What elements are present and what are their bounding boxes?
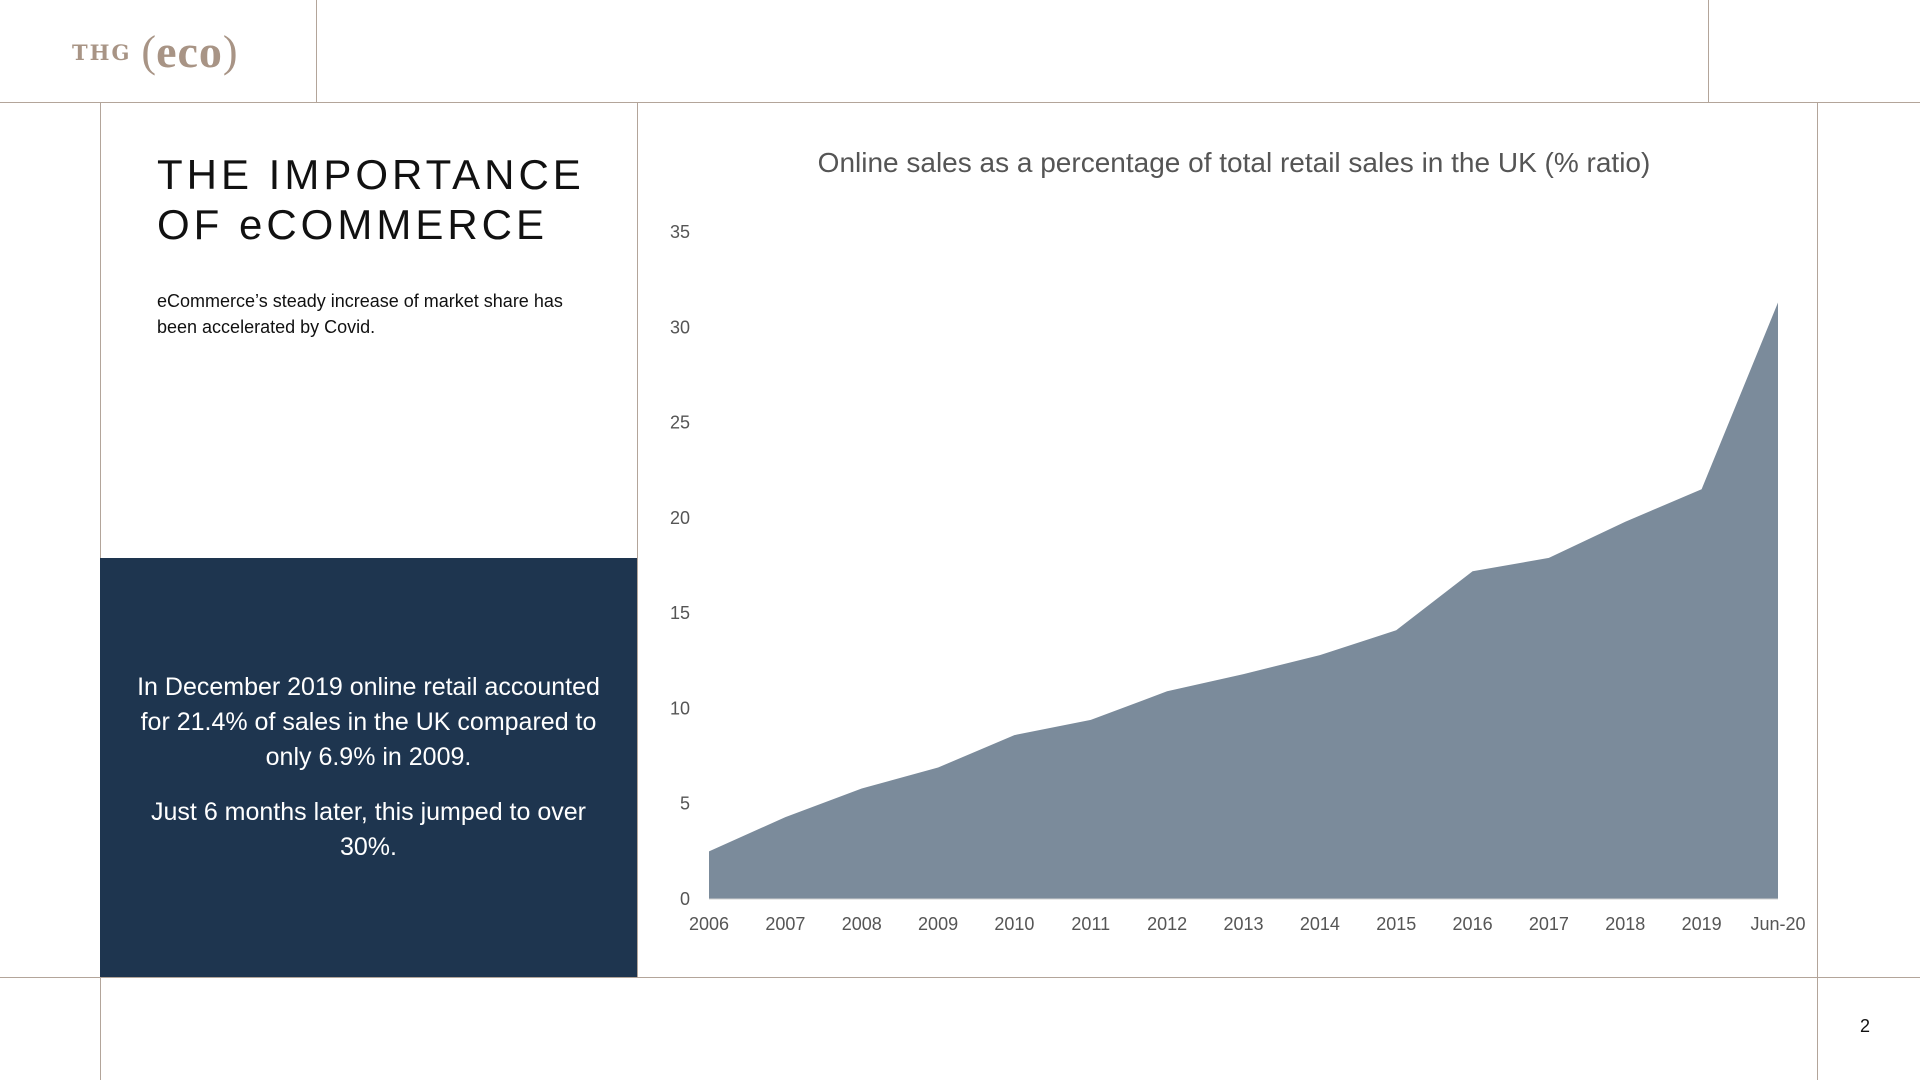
x-tick-label-14: Jun-20	[1750, 914, 1805, 934]
callout-box: In December 2019 online retail accounted…	[100, 558, 637, 977]
page-title-line-2: OF eCOMMERCE	[157, 201, 549, 248]
callout-paragraph-1: In December 2019 online retail accounted…	[137, 673, 600, 771]
x-tick-label-12: 2018	[1605, 914, 1645, 934]
y-tick-label-5: 25	[670, 413, 690, 433]
x-tick-label-9: 2015	[1376, 914, 1416, 934]
chart-title: Online sales as a percentage of total re…	[818, 147, 1651, 178]
logo-brand: THG	[72, 39, 132, 65]
page-title-line-1: THE IMPORTANCE	[157, 151, 585, 198]
x-tick-label-10: 2016	[1453, 914, 1493, 934]
frame-rule-bottom	[0, 977, 1920, 978]
frame-rule-center	[637, 102, 638, 977]
x-tick-label-4: 2010	[994, 914, 1034, 934]
y-tick-label-4: 20	[670, 508, 690, 528]
y-tick-label-2: 10	[670, 698, 690, 718]
y-tick-label-7: 35	[670, 222, 690, 242]
frame-rule-logo-right	[316, 0, 317, 102]
x-tick-label-1: 2007	[765, 914, 805, 934]
x-tick-label-11: 2017	[1529, 914, 1569, 934]
frame-rule-header-right	[1708, 0, 1709, 102]
x-tick-label-13: 2019	[1682, 914, 1722, 934]
y-tick-label-3: 15	[670, 603, 690, 623]
thg-eco-logo: THG ( eco )	[72, 28, 238, 76]
x-tick-label-5: 2011	[1071, 914, 1110, 934]
y-axis-ticks: 0 5 10 15 20 25 30 35	[670, 222, 690, 909]
area-series	[709, 302, 1778, 899]
y-tick-label-1: 5	[680, 794, 690, 814]
y-tick-label-0: 0	[680, 889, 690, 909]
callout-paragraph-2: Just 6 months later, this jumped to over…	[151, 798, 586, 861]
x-axis-ticks: 2006 2007 2008 2009 2010 2011 2012 2013 2014 2015…	[689, 914, 1806, 934]
frame-rule-right	[1817, 102, 1818, 1080]
logo-name: eco	[156, 26, 223, 77]
x-tick-label-0: 2006	[689, 914, 729, 934]
x-tick-label-6: 2012	[1147, 914, 1187, 934]
page-subtitle: eCommerce’s steady increase of market sh…	[157, 288, 597, 340]
frame-rule-top	[0, 102, 1920, 103]
x-tick-label-8: 2014	[1300, 914, 1340, 934]
logo-close-paren: )	[222, 27, 238, 76]
page-title: THE IMPORTANCE OF eCOMMERCE	[157, 150, 617, 250]
y-tick-label-6: 30	[670, 317, 690, 337]
subtitle-line-1: eCommerce’s steady increase of market sh…	[157, 291, 563, 311]
x-tick-label-3: 2009	[918, 914, 958, 934]
logo-open-paren: (	[141, 27, 157, 76]
subtitle-line-2: been accelerated by Covid.	[157, 317, 376, 337]
x-tick-label-7: 2013	[1223, 914, 1263, 934]
page-number: 2	[1860, 1016, 1871, 1036]
x-tick-label-2: 2008	[842, 914, 882, 934]
